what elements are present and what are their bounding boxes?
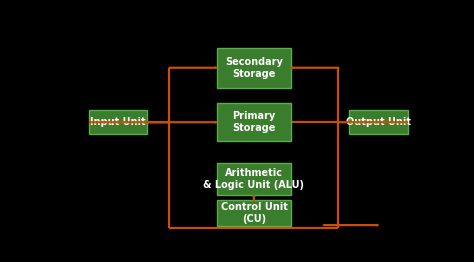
FancyBboxPatch shape bbox=[217, 103, 291, 141]
Text: Arithmetic
& Logic Unit (ALU): Arithmetic & Logic Unit (ALU) bbox=[203, 168, 304, 189]
FancyBboxPatch shape bbox=[349, 110, 408, 134]
FancyBboxPatch shape bbox=[217, 162, 291, 195]
FancyBboxPatch shape bbox=[89, 110, 147, 134]
Text: Control Unit
(CU): Control Unit (CU) bbox=[220, 202, 287, 224]
FancyBboxPatch shape bbox=[217, 48, 291, 88]
Text: Output Unit: Output Unit bbox=[346, 117, 411, 127]
Text: Primary
Storage: Primary Storage bbox=[232, 111, 276, 133]
Text: Secondary
Storage: Secondary Storage bbox=[225, 57, 283, 79]
Text: Input Unit: Input Unit bbox=[90, 117, 146, 127]
FancyBboxPatch shape bbox=[217, 200, 291, 226]
